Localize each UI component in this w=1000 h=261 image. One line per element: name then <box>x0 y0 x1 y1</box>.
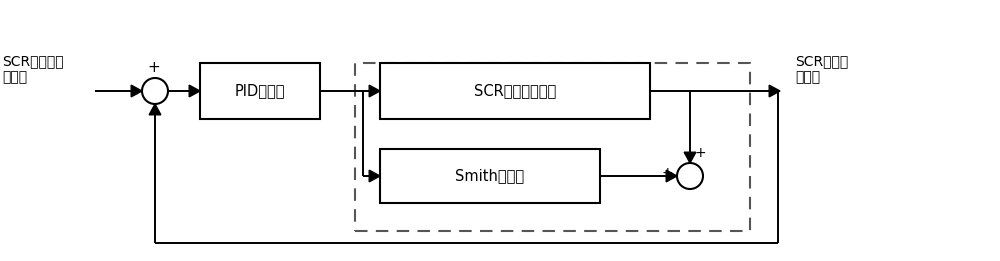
Text: -: - <box>132 86 138 100</box>
Polygon shape <box>666 170 677 182</box>
Text: PID控制器: PID控制器 <box>235 84 285 98</box>
Polygon shape <box>684 152 696 163</box>
Polygon shape <box>189 85 200 97</box>
Text: +: + <box>661 166 673 180</box>
Polygon shape <box>149 104 161 115</box>
Bar <box>200 63 320 119</box>
Bar <box>380 149 600 203</box>
Polygon shape <box>369 85 380 97</box>
Text: +: + <box>694 146 706 160</box>
Text: SCR反应器
前温度: SCR反应器 前温度 <box>795 54 848 84</box>
Circle shape <box>142 78 168 104</box>
Text: SCR动态温度模型: SCR动态温度模型 <box>474 84 556 98</box>
Polygon shape <box>769 85 780 97</box>
Text: Smith预估器: Smith预估器 <box>455 169 525 183</box>
Text: +: + <box>148 60 160 75</box>
Bar <box>380 63 650 119</box>
Text: SCR反应器设
定温度: SCR反应器设 定温度 <box>2 54 64 84</box>
Polygon shape <box>131 85 142 97</box>
Polygon shape <box>369 170 380 182</box>
Circle shape <box>677 163 703 189</box>
Bar <box>355 63 750 231</box>
